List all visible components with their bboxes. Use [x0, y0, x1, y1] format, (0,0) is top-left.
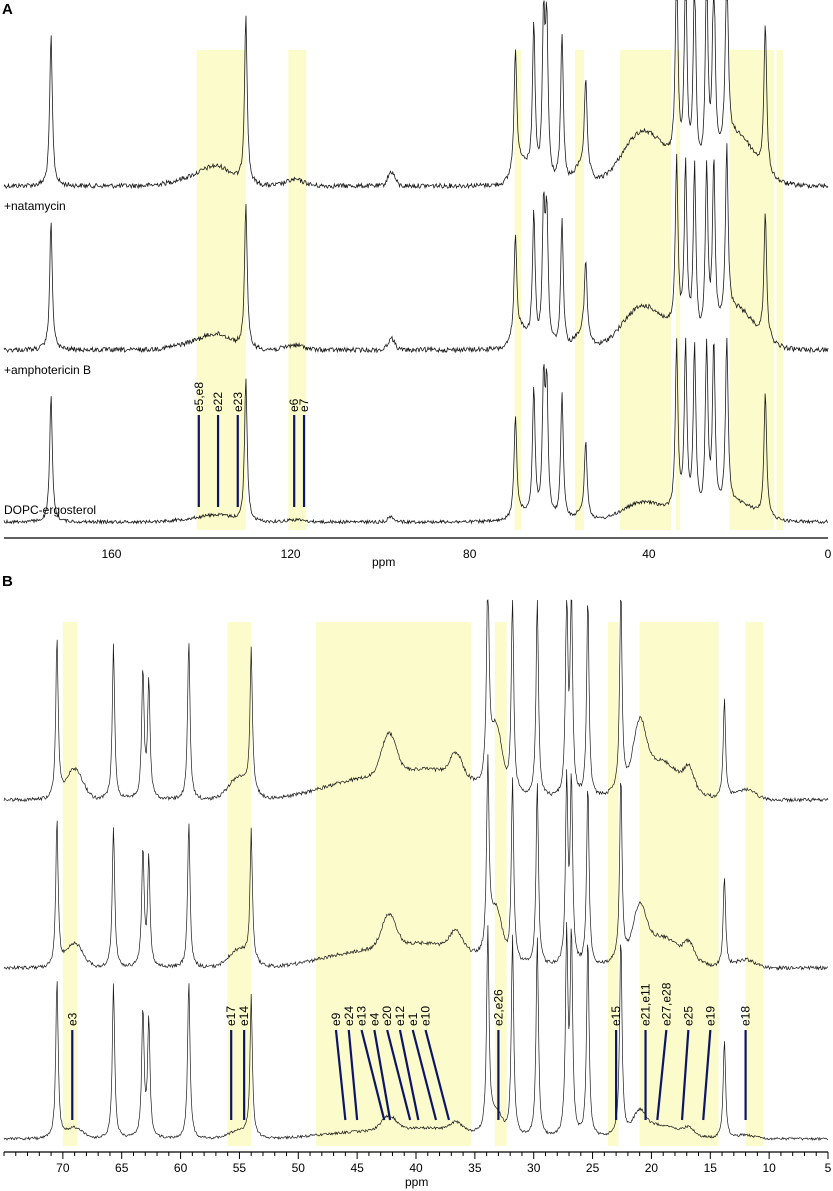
x-tick-label: 40 — [642, 547, 656, 561]
highlight-band — [227, 622, 252, 1146]
x-tick-label: 40 — [409, 1161, 423, 1175]
assignment-line — [373, 1029, 392, 1121]
highlight-band — [494, 622, 507, 1146]
assignment-label: e14 — [237, 1006, 251, 1026]
trace-label-amphotericin-a: +amphotericin B — [4, 363, 91, 377]
x-tick-label: 60 — [174, 1161, 188, 1175]
assignment-line — [702, 1029, 712, 1121]
highlight-band — [745, 622, 764, 1146]
x-tick-label: 0 — [825, 547, 832, 561]
assignment-label: e20 — [380, 1006, 394, 1026]
x-tick-label: 35 — [468, 1161, 482, 1175]
panel-b-x-axis-label: ppm — [405, 1175, 428, 1189]
x-tick-label: 50 — [292, 1161, 306, 1175]
assignment-line — [386, 1029, 412, 1121]
highlight-band — [574, 50, 584, 530]
x-tick-label: 65 — [115, 1161, 129, 1175]
assignment-line — [411, 1029, 438, 1121]
assignment-label: e6 — [287, 398, 301, 412]
assignment-label: e13 — [355, 1006, 369, 1026]
assignment-label: e10 — [419, 1006, 433, 1026]
assignment-label: e15 — [609, 1006, 623, 1026]
assignment-line — [424, 1029, 451, 1121]
assignment-line — [334, 1029, 347, 1121]
highlight-band — [607, 622, 619, 1146]
x-tick-label: 10 — [762, 1161, 776, 1175]
panel-b-traces — [3, 599, 829, 1142]
spectrum-trace-1 — [3, 0, 829, 190]
assignment-label: e4 — [367, 1012, 381, 1026]
assignment-line — [680, 1029, 690, 1121]
assignment-line — [360, 1029, 386, 1121]
spectrum-trace-3 — [3, 337, 828, 525]
x-tick-label: 160 — [101, 547, 121, 561]
assignment-line — [347, 1029, 359, 1121]
panel-a-x-axis: 160 120 80 40 0 — [4, 537, 832, 561]
x-tick-label: 55 — [233, 1161, 247, 1175]
x-tick-label: 70 — [56, 1161, 70, 1175]
assignment-label: e25 — [681, 1006, 695, 1026]
panel-a-highlights — [196, 50, 784, 530]
trace-label-dopc-a: DOPC-ergosterol — [4, 503, 96, 517]
x-tick-label: 120 — [281, 547, 301, 561]
x-tick-label: 20 — [645, 1161, 659, 1175]
assignment-label: e19 — [703, 1006, 717, 1026]
highlight-band — [675, 50, 681, 530]
spectrum-trace-2 — [3, 754, 828, 971]
highlight-band — [619, 50, 672, 530]
spectrum-trace-1 — [3, 599, 829, 803]
assignment-label: e2,e26 — [491, 989, 505, 1026]
assignment-label: e22 — [211, 392, 225, 412]
panel-b-x-axis: 70 65 60 55 50 45 40 35 30 25 20 15 10 5 — [3, 1151, 832, 1175]
highlight-band — [288, 50, 307, 530]
assignment-label: e23 — [231, 392, 245, 412]
assignment-line — [656, 1029, 668, 1121]
highlight-band — [639, 622, 719, 1146]
highlight-band — [776, 50, 784, 530]
highlight-band — [514, 50, 522, 530]
panel-b-highlights — [62, 622, 764, 1146]
panel-b-label: B — [2, 573, 13, 590]
assignment-label: e12 — [393, 1006, 407, 1026]
panel-a-label: A — [2, 1, 13, 18]
assignment-label: e3 — [65, 1012, 79, 1026]
x-tick-label: 5 — [825, 1161, 832, 1175]
x-tick-label: 15 — [704, 1161, 718, 1175]
assignment-label: e1 — [406, 1012, 420, 1026]
assignment-label: e18 — [739, 1006, 753, 1026]
assignment-label: e27,e28 — [659, 982, 673, 1026]
assignment-label: e7 — [297, 398, 311, 412]
assignment-line — [398, 1029, 420, 1121]
assignment-label: e17 — [224, 1006, 238, 1026]
highlight-band — [62, 622, 77, 1146]
x-tick-label: 30 — [527, 1161, 541, 1175]
spectrum-trace-2 — [3, 143, 829, 354]
assignment-label: e24 — [342, 1006, 356, 1026]
assignment-label: e5,e8 — [192, 382, 206, 412]
panel-a-traces — [3, 0, 829, 525]
spectrum-trace-3 — [3, 922, 829, 1142]
assignment-label: e9 — [329, 1012, 343, 1026]
trace-label-natamycin-a: +natamycin — [4, 199, 66, 213]
x-tick-label: 80 — [463, 547, 477, 561]
x-tick-label: 25 — [586, 1161, 600, 1175]
assignment-label: e21,e11 — [639, 983, 653, 1026]
x-tick-label: 45 — [350, 1161, 364, 1175]
panel-a-x-axis-label: ppm — [372, 555, 395, 569]
